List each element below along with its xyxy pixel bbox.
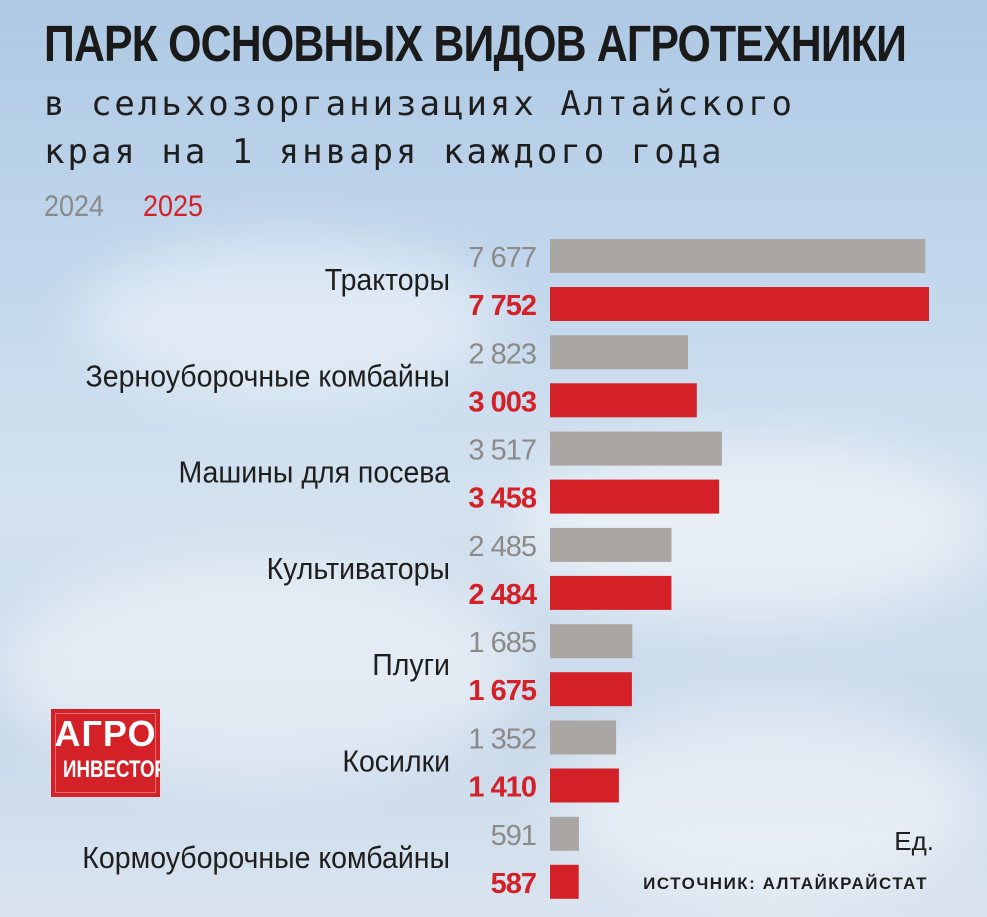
bar-2025 [550, 768, 619, 803]
value-label-2024: 1 352 [468, 724, 536, 756]
bar-2024 [550, 335, 688, 370]
category-label: Косилки [342, 744, 450, 778]
bar-2024 [550, 720, 617, 755]
bar-2025 [550, 287, 929, 321]
bar-2025 [550, 383, 697, 418]
chart-subtitle-line-2: края на 1 января каждого года [44, 132, 725, 172]
background-cloud [80, 240, 500, 400]
bar-2024 [550, 816, 579, 851]
category-label: Культиваторы [267, 552, 450, 586]
bar-2024 [550, 431, 722, 466]
logo-line-1: АГРО [54, 713, 157, 754]
bar-2024 [550, 239, 926, 273]
value-label-2024: 591 [491, 820, 536, 852]
value-label-2024: 2 823 [468, 338, 536, 370]
value-label-2025: 7 752 [468, 290, 536, 322]
unit-label: Ед. [894, 826, 934, 856]
bar-2025 [550, 575, 672, 610]
source-label: ИСТОЧНИК: АЛТАЙКРАЙСТАТ [643, 874, 928, 893]
bar-2025 [550, 672, 632, 707]
category-label: Плуги [372, 648, 450, 682]
legend-item-2025: 2025 [143, 190, 204, 223]
value-label-2025: 1 675 [468, 675, 536, 707]
value-label-2025: 587 [491, 868, 536, 900]
value-label-2025: 1 410 [468, 772, 536, 804]
bar-2024 [550, 527, 672, 562]
value-label-2025: 2 484 [468, 579, 536, 611]
bar-2025 [550, 864, 579, 899]
legend-item-2024: 2024 [44, 190, 105, 223]
value-label-2024: 1 685 [468, 627, 536, 659]
logo-line-2: ИНВЕСТОР [62, 756, 160, 783]
chart-title: ПАРК ОСНОВНЫХ ВИДОВ АГРОТЕХНИКИ [44, 15, 907, 72]
category-label: Зерноуборочные комбайны [86, 359, 450, 393]
chart-subtitle-line-1: в сельхозорганизациях Алтайского [44, 84, 796, 124]
value-label-2024: 7 677 [468, 242, 536, 274]
value-label-2024: 3 517 [468, 435, 536, 467]
agroinvestor-logo: АГРО ИНВЕСТОР [51, 709, 160, 797]
category-label: Машины для посева [178, 456, 450, 490]
bar-2024 [550, 624, 633, 659]
value-label-2024: 2 485 [468, 531, 536, 563]
category-label: Кормоуборочные комбайны [82, 841, 450, 875]
background-cloud [560, 700, 980, 900]
bar-2025 [550, 479, 720, 514]
value-label-2025: 3 003 [468, 386, 536, 418]
value-label-2025: 3 458 [468, 483, 536, 515]
category-label: Тракторы [325, 263, 450, 297]
